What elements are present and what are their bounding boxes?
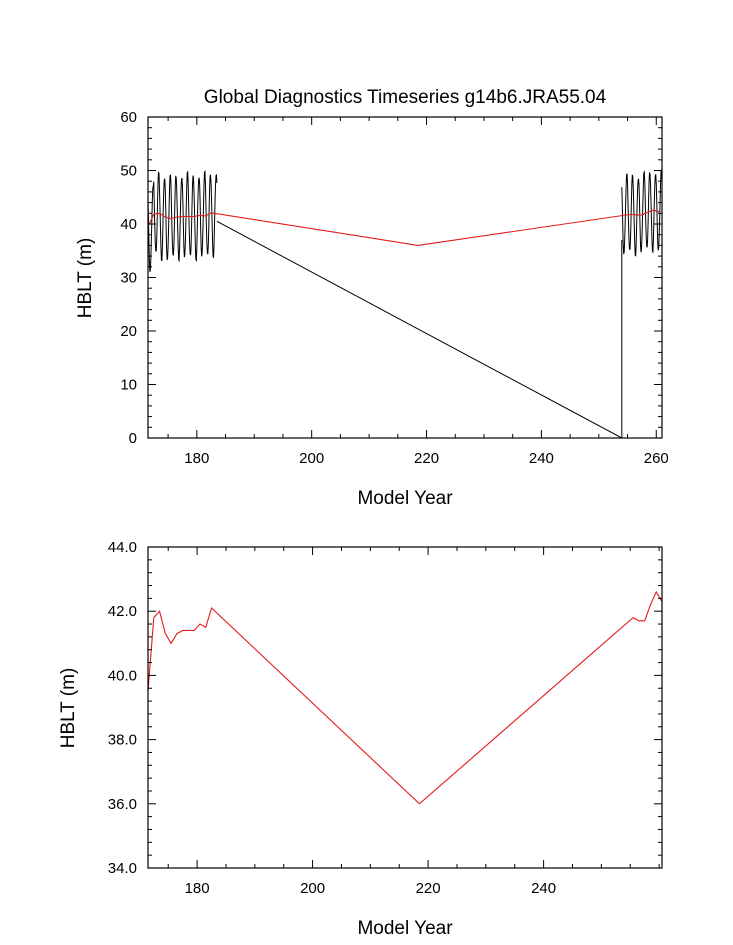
y-tick-label: 40: [120, 216, 137, 233]
series-group: [148, 168, 662, 438]
y-tick-label: 0: [129, 430, 137, 447]
x-tick-label: 240: [529, 450, 554, 467]
series-line-annual-mean: [148, 590, 662, 805]
series-line-connector: [216, 220, 623, 438]
plot-area-top: 180 200 220 240 260 0 10 20 30 40 50 60: [120, 109, 668, 467]
panel-top: Global Diagnostics Timeseries g14b6.JRA5…: [75, 87, 669, 509]
y-tick-label: 34.0: [108, 860, 137, 877]
panel-bottom: 180 200 220 240 34.0 36.0 38.0 40.0 42.0 44.0 Mod…: [58, 539, 663, 939]
series-group: [148, 590, 662, 805]
y-tick-label: 50: [120, 163, 137, 180]
y-tick-label: 36.0: [108, 796, 137, 813]
plot-frame: [147, 546, 663, 869]
y-tick-label: 30: [120, 270, 137, 287]
x-tick-label: 220: [416, 880, 441, 897]
series-line-monthly-segment: [148, 169, 218, 273]
x-tick-label: 240: [531, 880, 556, 897]
chart-title: Global Diagnostics Timeseries g14b6.JRA5…: [204, 87, 607, 108]
y-tick-label: 60: [120, 109, 137, 126]
y-tick-label: 42.0: [108, 603, 137, 620]
series-line-annual-mean: [148, 209, 660, 246]
x-tick-label: 260: [644, 450, 669, 467]
y-tick-label: 44.0: [108, 539, 137, 556]
x-tick-label: 200: [300, 880, 325, 897]
y-axis-label: HBLT (m): [75, 238, 96, 319]
y-tick-label: 38.0: [108, 732, 137, 749]
x-axis-label: Model Year: [357, 488, 453, 509]
y-tick-label: 20: [120, 323, 137, 340]
y-tick-label: 40.0: [108, 667, 137, 684]
y-tick-label: 10: [120, 377, 137, 394]
y-axis-label: HBLT (m): [58, 668, 79, 749]
plot-frame: [147, 116, 663, 439]
plot-area-bottom: 180 200 220 240 34.0 36.0 38.0 40.0 42.0 44.0: [108, 539, 663, 897]
x-tick-label: 220: [414, 450, 439, 467]
x-tick-label: 180: [185, 880, 210, 897]
x-axis-label: Model Year: [357, 918, 453, 939]
x-tick-label: 180: [184, 450, 209, 467]
x-tick-label: 200: [299, 450, 324, 467]
series-line-monthly-segment: [621, 168, 662, 257]
